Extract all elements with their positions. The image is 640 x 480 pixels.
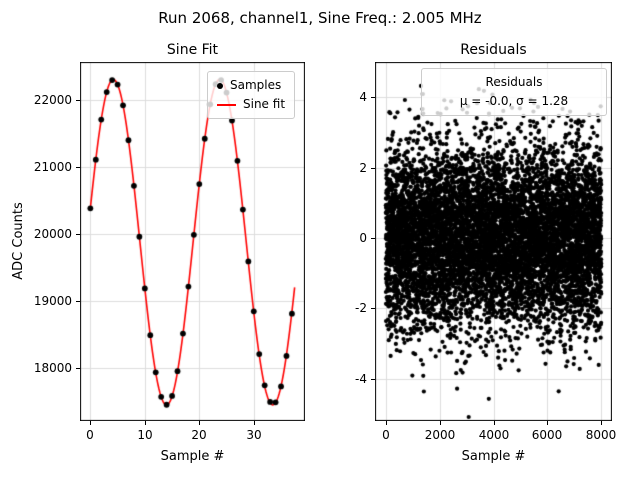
sine-fit-plot-area bbox=[80, 62, 305, 421]
y-tick-mark bbox=[76, 234, 80, 235]
residuals-stats-label: μ = -0.0, σ = 1.28 bbox=[459, 94, 569, 108]
y-tick-label: 0 bbox=[359, 231, 367, 245]
x-tick-label: 10 bbox=[137, 428, 153, 442]
y-tick-label: 19000 bbox=[33, 294, 72, 308]
y-tick-mark bbox=[76, 100, 80, 101]
x-tick-mark bbox=[145, 421, 146, 425]
samples-marker-icon bbox=[217, 82, 223, 89]
y-tick-mark bbox=[371, 379, 375, 380]
x-tick-label: 2000 bbox=[424, 428, 456, 442]
x-tick-mark bbox=[494, 421, 495, 425]
residuals-plot-area bbox=[375, 62, 612, 421]
sine-fit-legend: Samples Sine fit bbox=[207, 71, 296, 119]
residuals-title: Residuals bbox=[460, 42, 527, 58]
x-tick-mark bbox=[440, 421, 441, 425]
residuals-legend-label: Residuals bbox=[485, 75, 543, 89]
x-tick-label: 20 bbox=[191, 428, 207, 442]
y-tick-mark bbox=[76, 368, 80, 369]
y-tick-mark bbox=[371, 308, 375, 309]
residuals-legend: Residuals μ = -0.0, σ = 1.28 bbox=[421, 68, 607, 116]
y-tick-mark bbox=[371, 168, 375, 169]
x-tick-label: 0 bbox=[382, 428, 390, 442]
figure-title: Run 2068, channel1, Sine Freq.: 2.005 MH… bbox=[158, 9, 482, 27]
sine-fit-legend-label: Sine fit bbox=[243, 97, 286, 111]
sine-fit-title: Sine Fit bbox=[166, 42, 219, 58]
x-tick-mark bbox=[386, 421, 387, 425]
y-tick-mark bbox=[76, 167, 80, 168]
x-tick-mark bbox=[601, 421, 602, 425]
x-tick-label: 8000 bbox=[585, 428, 617, 442]
left-y-axis-label: ADC Counts bbox=[11, 202, 26, 280]
y-tick-mark bbox=[371, 97, 375, 98]
y-tick-mark bbox=[76, 301, 80, 302]
y-tick-label: 22000 bbox=[33, 93, 72, 107]
x-tick-mark bbox=[547, 421, 548, 425]
x-tick-mark bbox=[199, 421, 200, 425]
left-x-axis-label: Sample # bbox=[160, 449, 225, 464]
right-x-axis-label: Sample # bbox=[461, 449, 526, 464]
x-tick-label: 0 bbox=[86, 428, 94, 442]
samples-legend-label: Samples bbox=[230, 78, 282, 92]
x-tick-label: 4000 bbox=[478, 428, 510, 442]
y-tick-label: 4 bbox=[359, 90, 367, 104]
y-tick-label: -2 bbox=[355, 301, 367, 315]
legend-entry-samples: Samples bbox=[217, 76, 285, 95]
y-tick-mark bbox=[371, 238, 375, 239]
y-tick-label: -4 bbox=[355, 372, 367, 386]
y-tick-label: 2 bbox=[359, 161, 367, 175]
x-tick-label: 6000 bbox=[531, 428, 563, 442]
legend-entry-sine-fit: Sine fit bbox=[217, 95, 285, 114]
y-tick-label: 18000 bbox=[33, 361, 72, 375]
y-tick-label: 21000 bbox=[33, 160, 72, 174]
y-tick-label: 20000 bbox=[33, 227, 72, 241]
x-tick-mark bbox=[254, 421, 255, 425]
sine-fit-marker-icon bbox=[217, 103, 236, 106]
x-tick-mark bbox=[90, 421, 91, 425]
x-tick-label: 30 bbox=[246, 428, 262, 442]
